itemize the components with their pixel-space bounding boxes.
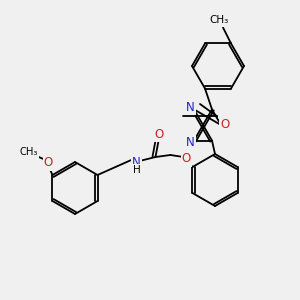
Text: O: O	[220, 118, 230, 131]
Text: O: O	[44, 157, 53, 169]
Text: O: O	[182, 152, 191, 166]
Text: CH₃: CH₃	[19, 147, 38, 157]
Text: N: N	[186, 101, 194, 114]
Text: H: H	[133, 165, 140, 175]
Text: O: O	[155, 128, 164, 140]
Text: CH₃: CH₃	[209, 16, 229, 26]
Text: N: N	[132, 155, 141, 169]
Text: N: N	[186, 136, 194, 149]
